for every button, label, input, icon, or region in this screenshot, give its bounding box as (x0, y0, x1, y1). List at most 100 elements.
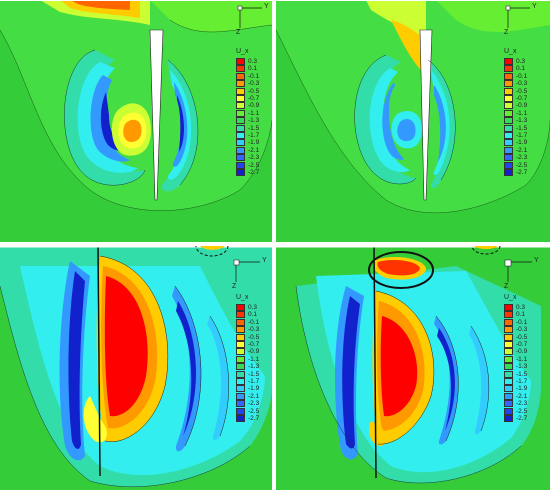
colorbar-swatch (236, 58, 245, 65)
colorbar-tick-label: -2.1 (248, 146, 260, 154)
colorbar-tick-label: -0.9 (516, 102, 528, 110)
colorbar-tick-label: -1.7 (516, 378, 528, 385)
colorbar-tick-label: -2.7 (248, 415, 260, 422)
panel-bottom-left: Y Z U_x 0.3 0.1 -0.1 -0.3 -0.5 -0.7 -0.9 -1.1 -1.… (0, 246, 272, 490)
colorbar-tick-label: 0.3 (516, 304, 526, 311)
colorbar-swatch (504, 132, 513, 139)
colorbar-tick-label: -2.3 (516, 154, 528, 162)
colorbar-swatch (504, 407, 513, 415)
colorbar-swatch (236, 72, 245, 80)
colorbar-tick-label: -0.3 (248, 80, 260, 88)
colorbar-swatch (504, 400, 513, 408)
colorbar-tick-label: 0.1 (516, 65, 526, 73)
colorbar-tick-label: -2.7 (516, 169, 528, 176)
colorbar-tick-label: -1.5 (248, 124, 260, 132)
colorbar-swatch (236, 407, 245, 415)
colorbar-tick-label: -2.1 (516, 392, 528, 400)
colorbar-tick-label: 0.3 (248, 58, 258, 65)
colorbar-swatch (504, 146, 513, 154)
colorbar-swatch (236, 311, 245, 319)
colorbar-tick-label: -0.7 (248, 95, 260, 102)
colorbar-swatch (504, 117, 513, 125)
colorbar-tick-label: -2.1 (516, 146, 528, 154)
colorbar-swatch (236, 124, 245, 132)
colorbar-swatch (236, 348, 245, 356)
axis-label-z: Z (504, 29, 509, 36)
axis-label-y: Y (262, 257, 267, 264)
colorbar-tick-label: -1.1 (516, 109, 528, 117)
colorbar-tick-label: -1.7 (248, 132, 260, 139)
colorbar-swatch (236, 326, 245, 334)
colorbar-tick-label: -0.1 (516, 72, 528, 80)
colorbar-tick-label: -0.9 (516, 348, 528, 356)
colorbar-swatch (236, 304, 245, 311)
colorbar-swatch (236, 65, 245, 73)
colorbar-tick-label: 0.3 (248, 304, 258, 311)
colorbar-swatch (236, 385, 245, 393)
axis-label-y: Y (534, 257, 539, 264)
colorbar-swatch (504, 415, 513, 422)
colorbar-tick-label: -2.3 (516, 400, 528, 408)
colorbar-swatch (236, 139, 245, 147)
colorbar-tick-label: -1.3 (248, 117, 260, 125)
colorbar-tick-label: 0.3 (516, 58, 526, 65)
axis-label-z: Z (232, 283, 237, 290)
colorbar-swatch (504, 378, 513, 385)
colorbar-tick-label: -0.5 (248, 333, 260, 341)
colorbar-tick-label: -0.5 (516, 333, 528, 341)
colorbar-tick-label: 0.1 (516, 311, 526, 319)
colorbar-tick-label: -1.1 (248, 355, 260, 363)
colorbar-swatch (504, 109, 513, 117)
colorbar-swatch (504, 124, 513, 132)
colorbar-legend: U_x 0.3 0.1 -0.1 -0.3 -0.5 -0.7 -0.9 -1.1 -1.3 -1.… (236, 48, 272, 178)
colorbar-tick-label: -0.3 (248, 326, 260, 334)
colorbar-swatch (236, 355, 245, 363)
colorbar-tick-label: -1.5 (516, 370, 528, 378)
colorbar-swatch (504, 102, 513, 110)
colorbar-swatch (236, 102, 245, 110)
panel-top-left: Y Z U_x 0.3 0.1 -0.1 -0.3 -0.5 -0.7 -0.9 -1.1 -1.… (0, 0, 272, 242)
colorbar-swatch (504, 311, 513, 319)
colorbar-tick-label: -0.3 (516, 80, 528, 88)
colorbar-tick-label: 0.1 (248, 311, 258, 319)
colorbar-swatch (504, 370, 513, 378)
colorbar-swatch (236, 132, 245, 139)
colorbar-swatch (504, 348, 513, 356)
colorbar-tick-label: -0.1 (248, 72, 260, 80)
colorbar-tick-label: -2.1 (248, 392, 260, 400)
colorbar-tick-label: -1.3 (248, 363, 260, 371)
colorbar-tick-label: -2.5 (516, 407, 528, 415)
colorbar-tick-label: -1.9 (516, 385, 528, 393)
colorbar-swatch (236, 341, 245, 348)
contour-plot-top-left (0, 0, 272, 242)
colorbar-legend: U_x 0.3 0.1 -0.1 -0.3 -0.5 -0.7 -0.9 -1.1 -1.3 -1.… (504, 294, 548, 424)
colorbar-tick-label: -2.3 (248, 400, 260, 408)
colorbar-swatch (504, 87, 513, 95)
colorbar-tick-label: -2.7 (516, 415, 528, 422)
axis-label-y: Y (532, 3, 537, 10)
panel-bottom-right: Y Z U_x 0.3 0.1 -0.1 -0.3 -0.5 -0.7 -0.9 -1.1 -1.… (276, 246, 550, 490)
colorbar-tick-label: -1.5 (516, 124, 528, 132)
colorbar-swatch (504, 341, 513, 348)
colorbar-swatch (236, 318, 245, 326)
colorbar-swatch (236, 161, 245, 169)
colorbar-swatch (504, 326, 513, 334)
colorbar-tick-label: -1.7 (516, 132, 528, 139)
colorbar-swatch (504, 80, 513, 88)
colorbar-tick-label: -1.1 (516, 355, 528, 363)
colorbar-swatch (236, 154, 245, 162)
colorbar-swatch (236, 117, 245, 125)
colorbar-swatch (236, 370, 245, 378)
colorbar-swatch (236, 378, 245, 385)
panel-top-right: Y Z U_x 0.3 0.1 -0.1 -0.3 -0.5 -0.7 -0.9 -1.1 -1.… (276, 0, 550, 242)
colorbar-swatch (236, 415, 245, 422)
colorbar-swatch (236, 400, 245, 408)
colorbar-tick-label: -1.7 (248, 378, 260, 385)
colorbar-tick-label: -2.3 (248, 154, 260, 162)
colorbar-tick-label: -1.1 (248, 109, 260, 117)
colorbar-tick-label: -0.7 (516, 95, 528, 102)
colorbar-tick-label: -2.5 (248, 161, 260, 169)
colorbar-swatch (504, 385, 513, 393)
colorbar-swatch (504, 65, 513, 73)
colorbar-swatch (236, 363, 245, 371)
